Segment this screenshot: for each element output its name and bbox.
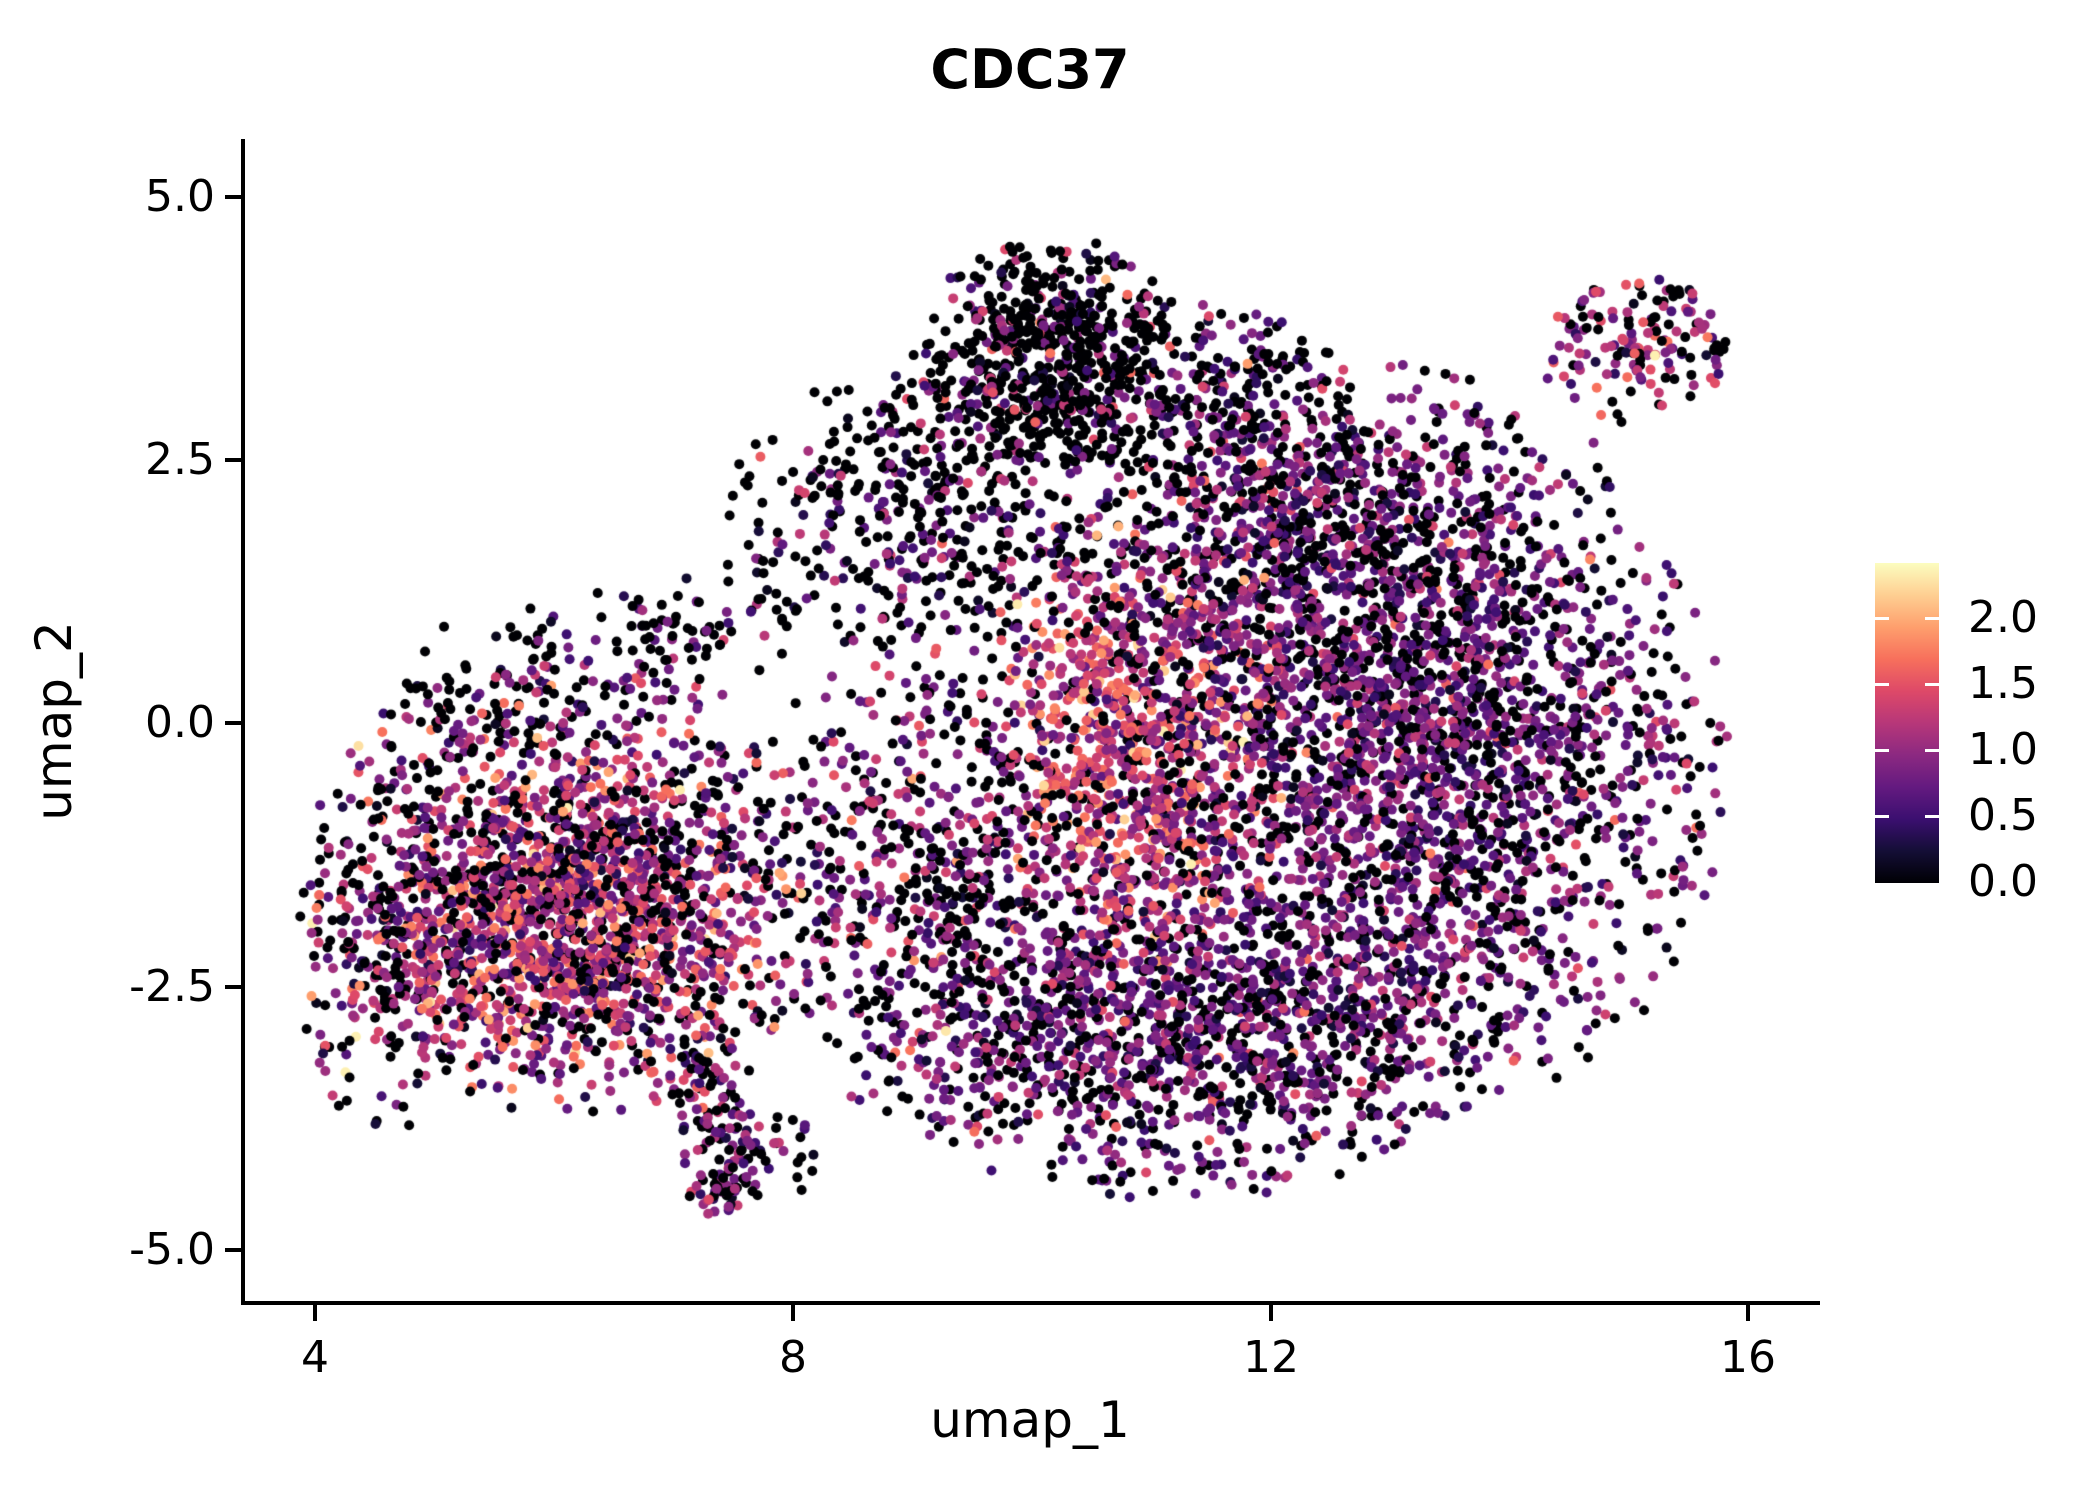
y-tick-mark bbox=[225, 195, 241, 199]
colorbar bbox=[1875, 563, 1939, 883]
x-tick-label: 8 bbox=[779, 1332, 807, 1383]
y-tick-label: -5.0 bbox=[129, 1224, 215, 1275]
colorbar-tick-label: 0.5 bbox=[1968, 790, 2038, 841]
colorbar-tick-label: 0.0 bbox=[1968, 856, 2038, 907]
x-tick-mark bbox=[1746, 1305, 1750, 1321]
y-tick-mark bbox=[225, 1248, 241, 1252]
x-tick-label: 16 bbox=[1720, 1332, 1776, 1383]
x-tick-mark bbox=[313, 1305, 317, 1321]
y-axis-line bbox=[241, 139, 245, 1305]
colorbar-tick-mark bbox=[1875, 683, 1889, 686]
colorbar-gradient bbox=[1875, 563, 1939, 883]
colorbar-tick-mark bbox=[1925, 617, 1939, 620]
x-tick-label: 4 bbox=[301, 1332, 329, 1383]
x-tick-label: 12 bbox=[1243, 1332, 1299, 1383]
colorbar-tick-mark bbox=[1875, 617, 1889, 620]
colorbar-tick-mark bbox=[1925, 683, 1939, 686]
plot-title: CDC37 bbox=[930, 38, 1130, 101]
x-axis-line bbox=[241, 1301, 1820, 1305]
colorbar-tick-mark bbox=[1925, 815, 1939, 818]
y-tick-label: 5.0 bbox=[145, 171, 215, 222]
colorbar-tick-label: 2.0 bbox=[1968, 592, 2038, 643]
y-tick-mark bbox=[225, 721, 241, 725]
colorbar-tick-label: 1.5 bbox=[1968, 658, 2038, 709]
y-tick-mark bbox=[225, 458, 241, 462]
colorbar-tick-mark bbox=[1925, 749, 1939, 752]
y-tick-mark bbox=[225, 985, 241, 989]
y-tick-label: 0.0 bbox=[145, 697, 215, 748]
colorbar-tick-mark bbox=[1875, 749, 1889, 752]
colorbar-tick-label: 1.0 bbox=[1968, 724, 2038, 775]
x-tick-mark bbox=[791, 1305, 795, 1321]
x-tick-mark bbox=[1269, 1305, 1273, 1321]
y-tick-label: -2.5 bbox=[129, 961, 215, 1012]
colorbar-tick-mark bbox=[1875, 815, 1889, 818]
x-axis-label: umap_1 bbox=[930, 1391, 1130, 1449]
y-tick-label: 2.5 bbox=[145, 434, 215, 485]
y-axis-label: umap_2 bbox=[25, 621, 83, 821]
